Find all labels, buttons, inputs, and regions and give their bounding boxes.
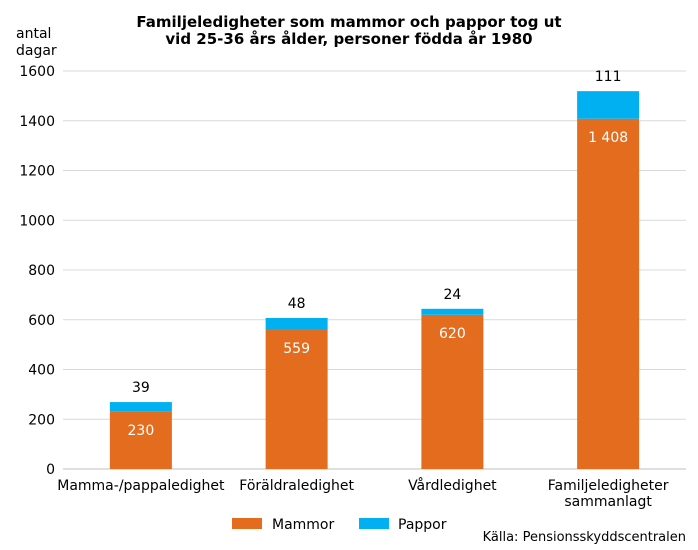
y-axis-ticks: 0 200 400 600 800 1000 1200 1400 1600 bbox=[19, 64, 55, 478]
bar-mammor bbox=[265, 329, 328, 469]
y-tick-label: 1000 bbox=[19, 213, 55, 229]
y-axis-label-line: dagar bbox=[16, 43, 57, 59]
data-label-pappor: 111 bbox=[595, 69, 622, 85]
bar-pappor bbox=[577, 91, 640, 119]
x-axis-categories: Mamma-/pappaledighet Föräldraledighet Vård… bbox=[57, 477, 669, 510]
y-tick-label: 0 bbox=[46, 462, 55, 478]
chart-title-line: Familjeledigheter som mammor och pappor … bbox=[136, 13, 561, 31]
category-label: Föräldraledighet bbox=[239, 478, 354, 494]
y-tick-label: 1600 bbox=[19, 64, 55, 80]
chart-title: Familjeledigheter som mammor och pappor … bbox=[136, 13, 561, 48]
data-label-mammor: 230 bbox=[128, 423, 155, 439]
data-label-pappor: 24 bbox=[443, 287, 461, 303]
category-label: sammanlagt bbox=[564, 494, 652, 510]
bar-mammor bbox=[421, 314, 484, 469]
legend-item: Mammor bbox=[232, 517, 334, 533]
bar-mammor bbox=[577, 118, 640, 469]
category-label: Familjeledigheter bbox=[548, 478, 669, 494]
chart-title-line: vid 25-36 års ålder, personer födda år 1… bbox=[165, 30, 532, 48]
data-labels: 230 39 559 48 620 24 1 408 111 bbox=[128, 69, 629, 439]
y-axis-label-line: antal bbox=[16, 26, 51, 42]
source-note: Källa: Pensionsskyddscentralen bbox=[483, 530, 686, 545]
data-label-mammor: 1 408 bbox=[588, 130, 628, 146]
legend-item: Pappor bbox=[359, 517, 447, 533]
data-label-pappor: 48 bbox=[288, 296, 306, 312]
bars bbox=[109, 91, 640, 469]
y-tick-label: 600 bbox=[28, 313, 55, 329]
legend: Mammor Pappor bbox=[232, 517, 447, 533]
bar-pappor bbox=[265, 318, 328, 330]
y-tick-label: 200 bbox=[28, 412, 55, 428]
bar-pappor bbox=[109, 402, 172, 412]
y-tick-label: 800 bbox=[28, 263, 55, 279]
category-label: Mamma-/pappaledighet bbox=[57, 478, 225, 494]
y-tick-label: 400 bbox=[28, 363, 55, 379]
bar-mammor bbox=[109, 411, 172, 469]
legend-swatch bbox=[359, 518, 389, 529]
data-label-pappor: 39 bbox=[132, 380, 150, 396]
bar-pappor bbox=[421, 308, 484, 315]
legend-swatch bbox=[232, 518, 262, 529]
legend-label: Pappor bbox=[398, 517, 447, 533]
legend-label: Mammor bbox=[272, 517, 334, 533]
y-tick-label: 1200 bbox=[19, 164, 55, 180]
y-tick-label: 1400 bbox=[19, 114, 55, 130]
data-label-mammor: 559 bbox=[283, 341, 310, 357]
category-label: Vårdledighet bbox=[408, 477, 497, 494]
data-label-mammor: 620 bbox=[439, 326, 466, 342]
